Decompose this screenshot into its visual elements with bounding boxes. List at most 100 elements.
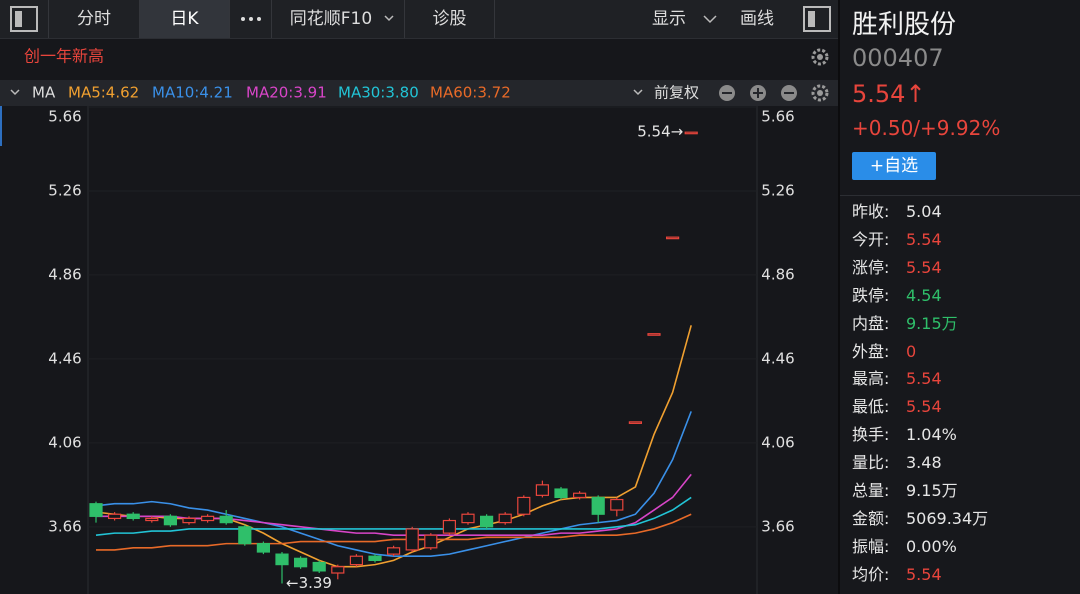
- settings-icon[interactable]: [811, 84, 829, 102]
- candle-body: [665, 236, 680, 240]
- panel-icon[interactable]: [10, 6, 38, 32]
- legend-entry: MA5:4.62: [68, 84, 139, 102]
- candle-body: [182, 517, 196, 524]
- quote-label: 外盘:: [852, 341, 890, 361]
- candle-body: [405, 528, 419, 551]
- divider: [840, 195, 1080, 196]
- candle-body: [312, 561, 326, 572]
- chevron[interactable]: [703, 14, 717, 24]
- candle-body: [535, 484, 550, 496]
- quote-row: 今开: 5.54: [852, 226, 942, 254]
- watchlist-button[interactable]: +自选: [852, 152, 936, 180]
- quote-value: 0.00%: [906, 536, 957, 556]
- stock-change: +0.50/+9.92%: [852, 116, 1001, 140]
- candle-body: [89, 503, 103, 517]
- remove-icon[interactable]: [781, 85, 797, 101]
- candle-body: [498, 513, 512, 524]
- indicator-name[interactable]: MA: [32, 84, 56, 102]
- more-button[interactable]: [230, 0, 272, 38]
- adjust-mode[interactable]: 前复权: [654, 84, 699, 102]
- candle-body: [424, 534, 438, 549]
- legend-entry: MA10:4.21: [152, 84, 233, 102]
- quote-label: 振幅:: [852, 536, 890, 556]
- panel-icon[interactable]: [803, 6, 831, 32]
- tab[interactable]: 诊股: [405, 0, 495, 38]
- candle-body: [628, 421, 643, 424]
- candle-body: [256, 543, 270, 553]
- tab-active[interactable]: 日K: [140, 0, 230, 38]
- quote-label: 换手:: [852, 425, 890, 445]
- quote-label: 昨收:: [852, 202, 890, 221]
- quote-row: 最低: 5.54: [852, 393, 942, 421]
- chevron[interactable]: [384, 15, 394, 23]
- quote-value: 4.54: [906, 285, 942, 305]
- y-tick-label-left: 4.46: [48, 349, 81, 367]
- candle-body: [145, 517, 159, 522]
- toolbar: 分时 日K 同花顺F10 诊股 显示 画线: [0, 0, 838, 39]
- stock-name: 胜利股份: [852, 10, 957, 40]
- ma-line: [95, 496, 692, 537]
- quote-label: 总量:: [852, 481, 890, 500]
- zoom-in-icon[interactable]: [750, 85, 766, 101]
- quote-row: 跌停: 4.54: [852, 282, 942, 310]
- candle-body: [554, 488, 568, 499]
- quote-label: 今开:: [852, 229, 890, 249]
- quote-row: 量比: 3.48: [852, 449, 942, 477]
- candle-body: [610, 498, 624, 511]
- candle-body: [684, 131, 698, 135]
- quote-value: 9.15万: [906, 313, 958, 333]
- indicator-bar: [0, 80, 838, 106]
- candle-body: [163, 515, 177, 526]
- zoom-out-icon[interactable]: [719, 85, 735, 101]
- quote-value: 5.04: [906, 202, 942, 221]
- quote-value: 5.54: [906, 369, 942, 389]
- candle-body: [442, 519, 456, 534]
- candle-body: [201, 515, 215, 522]
- draw-menu[interactable]: 画线: [740, 9, 774, 29]
- quote-label: 最高:: [852, 369, 890, 389]
- y-tick-label-left: 5.26: [48, 181, 81, 199]
- quote-row: 金额: 5069.34万: [852, 505, 988, 533]
- legend-entry: MA20:3.91: [246, 84, 327, 102]
- candle-body: [349, 555, 363, 566]
- candle-body: [219, 515, 233, 524]
- quote-value: 3.48: [906, 453, 942, 473]
- candle-body: [368, 555, 382, 562]
- quote-label: 金额:: [852, 508, 890, 528]
- quote-label: 量比:: [852, 453, 890, 473]
- y-tick-label-left: 3.66: [48, 517, 81, 535]
- legend-entry: MA30:3.80: [338, 84, 419, 102]
- settings-icon[interactable]: [811, 48, 829, 66]
- ma-line: [96, 513, 692, 551]
- y-tick-label-left: 4.06: [48, 433, 81, 451]
- quote-label: 最低:: [852, 397, 890, 417]
- candle-body: [294, 557, 308, 568]
- tab[interactable]: 同花顺F10: [272, 0, 405, 38]
- side-marker: [0, 106, 2, 146]
- quote-value: 5.54: [906, 257, 942, 277]
- candle-body: [126, 513, 140, 520]
- y-tick-label-right: 4.46: [761, 349, 794, 367]
- quote-row: 最高: 5.54: [852, 365, 942, 393]
- chevron[interactable]: [10, 89, 20, 96]
- quote-value: 5069.34万: [906, 508, 989, 528]
- y-tick-label-right: 5.66: [761, 108, 794, 126]
- quote-value: 9.15万: [906, 481, 958, 500]
- low-label: ←3.39: [286, 574, 332, 592]
- candle-body: [275, 553, 289, 566]
- candle-body: [647, 333, 661, 336]
- quote-label: 跌停:: [852, 285, 890, 305]
- quote-value: 5.54: [906, 229, 942, 249]
- quote-row: 均价: 5.54: [852, 561, 942, 589]
- display-menu[interactable]: 显示: [652, 9, 686, 29]
- chevron[interactable]: [633, 89, 643, 96]
- y-tick-label-left: 4.86: [48, 265, 81, 283]
- candle-body: [480, 515, 494, 528]
- quote-value: 5.54: [906, 564, 942, 584]
- tab[interactable]: 分时: [48, 0, 140, 38]
- quote-row: 内盘: 9.15万: [852, 310, 958, 338]
- quote-value: 0: [906, 341, 917, 361]
- stock-price: 5.54↑: [852, 80, 926, 108]
- stock-code: 000407: [852, 44, 944, 72]
